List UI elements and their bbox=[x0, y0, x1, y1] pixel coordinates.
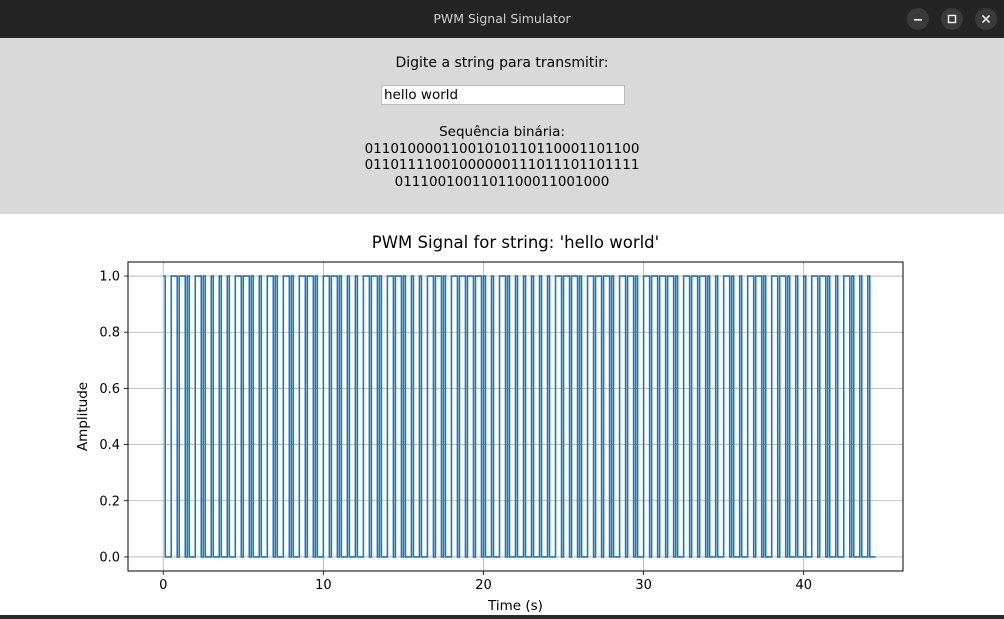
maximize-button[interactable] bbox=[941, 8, 963, 30]
y-tick-label: 0.2 bbox=[99, 494, 120, 509]
title-bar[interactable]: PWM Signal Simulator bbox=[0, 0, 1004, 38]
binary-line-1: 01101000011001010110110001101100 bbox=[364, 140, 640, 157]
y-tick-label: 0.0 bbox=[99, 550, 120, 565]
binary-line-3: 0111001001101100011001000 bbox=[394, 173, 610, 190]
x-tick-label: 20 bbox=[475, 578, 492, 593]
y-axis-ticks: 0.0 0.2 0.4 0.6 0.8 1.0 bbox=[99, 270, 128, 565]
plot-canvas: 0 10 20 30 40 0.0 0.2 0.4 0.6 0.8 1.0 PWM Signal … bbox=[0, 214, 1004, 615]
y-tick-label: 0.8 bbox=[99, 326, 120, 341]
x-tick-label: 10 bbox=[315, 578, 332, 593]
x-axis-label: Time (s) bbox=[487, 598, 543, 614]
pwm-signal-line bbox=[163, 275, 876, 558]
chart-title: PWM Signal for string: 'hello world' bbox=[372, 233, 659, 252]
binary-line-2: 01101111001000000111011101101111 bbox=[364, 157, 640, 173]
pwm-chart: 0 10 20 30 40 0.0 0.2 0.4 0.6 0.8 1.0 PWM Signal … bbox=[75, 233, 904, 614]
input-panel: Digite a string para transmitir: Sequênc… bbox=[0, 38, 1004, 214]
y-tick-label: 0.4 bbox=[99, 438, 120, 453]
minimize-button[interactable] bbox=[907, 8, 929, 30]
window-title: PWM Signal Simulator bbox=[433, 11, 571, 26]
maximize-icon bbox=[947, 14, 957, 24]
binary-label: Sequência binária: bbox=[439, 124, 565, 140]
prompt-label: Digite a string para transmitir: bbox=[395, 55, 609, 71]
x-tick-label: 30 bbox=[635, 578, 652, 593]
string-input[interactable] bbox=[381, 85, 625, 105]
y-tick-label: 0.6 bbox=[99, 382, 120, 397]
close-icon bbox=[981, 14, 991, 24]
x-tick-label: 0 bbox=[159, 578, 167, 593]
axes-frame bbox=[127, 261, 904, 572]
x-tick-label: 40 bbox=[795, 578, 812, 593]
x-axis-ticks: 0 10 20 30 40 bbox=[159, 571, 812, 593]
y-axis-label: Amplitude bbox=[75, 382, 91, 451]
close-button[interactable] bbox=[975, 8, 997, 30]
binary-sequence: Sequência binária: 011010000110010101101… bbox=[0, 124, 1004, 190]
y-tick-label: 1.0 bbox=[99, 270, 120, 285]
minimize-icon bbox=[914, 19, 922, 21]
